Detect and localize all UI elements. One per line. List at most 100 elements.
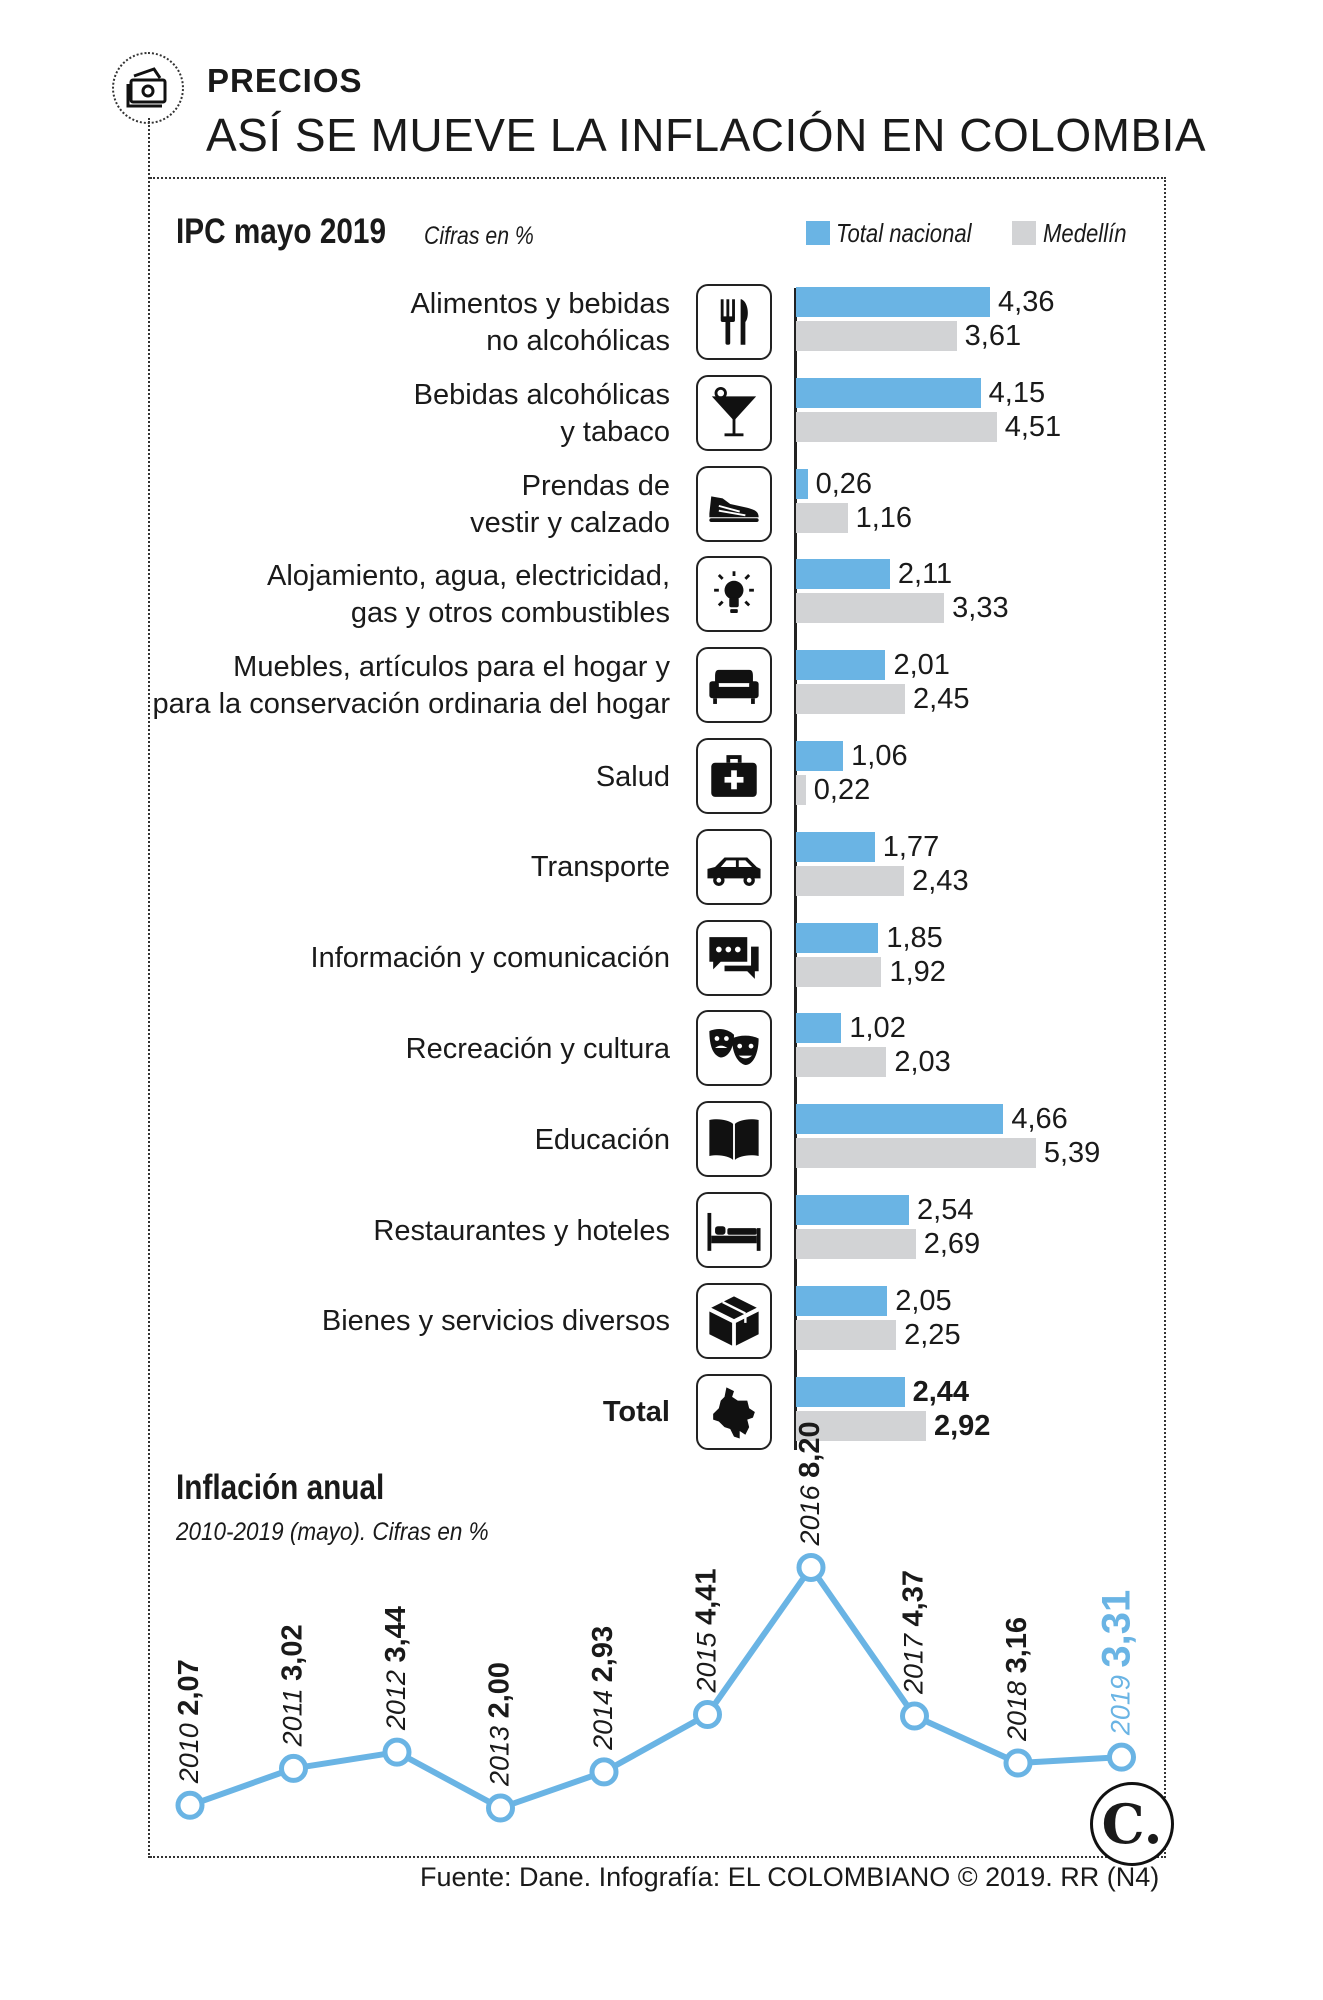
data-point bbox=[589, 1757, 619, 1787]
year-label: 2016 bbox=[795, 1484, 825, 1546]
data-point bbox=[796, 1552, 826, 1582]
fork-knife-icon bbox=[696, 284, 772, 360]
value-label-total-nacional: 2,11 bbox=[897, 558, 953, 591]
legend-swatch-total-nacional bbox=[806, 221, 830, 245]
year-label: 2017 bbox=[899, 1633, 929, 1695]
value-label-total-nacional: 2,54 bbox=[917, 1194, 974, 1226]
category-label: Bienes y servicios diversos bbox=[321, 1305, 670, 1338]
category-label: Alimentos y bebidas no alcohólicas bbox=[410, 288, 670, 357]
year-value-label: 2013 2,00 bbox=[484, 1662, 516, 1787]
inflation-value-label: 8,20 bbox=[794, 1421, 826, 1477]
bar-total-nacional bbox=[796, 1013, 842, 1044]
category-label: Total bbox=[602, 1396, 670, 1429]
data-point bbox=[693, 1699, 722, 1729]
bar-total-nacional bbox=[796, 1285, 888, 1316]
value-label-total-nacional: 2,44 bbox=[912, 1375, 970, 1408]
category-label: Salud bbox=[595, 760, 670, 793]
bar-total-nacional bbox=[796, 377, 981, 408]
bar-chart-subtitle: Cifras en % bbox=[424, 222, 534, 250]
value-label-total-nacional: 2,01 bbox=[893, 649, 950, 682]
year-value-label: 2018 3,16 bbox=[1001, 1617, 1033, 1742]
el-colombiano-logo: C. bbox=[1090, 1782, 1174, 1866]
category-label: Información y comunicación bbox=[310, 942, 670, 975]
bar-medellin bbox=[796, 593, 945, 624]
inflation-value-label: 4,37 bbox=[898, 1570, 930, 1626]
value-label-medellin: 3,33 bbox=[952, 592, 1009, 625]
bar-medellin bbox=[796, 1138, 1036, 1169]
value-label-medellin: 2,92 bbox=[933, 1409, 991, 1442]
value-label-medellin: 2,25 bbox=[904, 1318, 961, 1351]
bar-medellin bbox=[796, 1319, 897, 1350]
year-value-label: 2017 4,37 bbox=[898, 1570, 930, 1695]
bar-medellin bbox=[796, 321, 957, 351]
chat-bubbles-icon bbox=[696, 919, 772, 996]
bar-medellin bbox=[796, 865, 905, 896]
bar-chart-title: IPC mayo 2019 bbox=[176, 212, 387, 251]
category-label: Transporte bbox=[530, 851, 670, 884]
bar-total-nacional bbox=[796, 468, 808, 499]
year-label: 2010 bbox=[174, 1723, 204, 1784]
bar-medellin bbox=[796, 502, 848, 533]
inflation-value-label: 3,31 bbox=[1095, 1590, 1139, 1668]
page-title: ASÍ SE MUEVE LA INFLACIÓN EN COLOMBIA bbox=[206, 109, 1207, 161]
car-icon bbox=[696, 828, 772, 905]
category-label: Alojamiento, agua, electricidad, gas y o… bbox=[266, 560, 670, 630]
inflation-value-label: 2,07 bbox=[173, 1659, 205, 1715]
data-point bbox=[486, 1793, 515, 1823]
year-label: 2015 bbox=[692, 1631, 722, 1693]
source-credit: Fuente: Dane. Infografía: EL COLOMBIANO … bbox=[420, 1862, 1160, 1892]
bar-medellin bbox=[796, 1229, 916, 1259]
bar-total-nacional bbox=[796, 650, 886, 681]
value-label-medellin: 1,16 bbox=[855, 501, 913, 534]
value-label-total-nacional: 1,77 bbox=[882, 830, 940, 863]
value-label-total-nacional: 4,15 bbox=[988, 376, 1046, 409]
frame-border-left bbox=[148, 118, 150, 1858]
frame-border-bottom bbox=[150, 1856, 1166, 1858]
bar-total-nacional bbox=[796, 831, 875, 862]
value-label-medellin: 2,43 bbox=[912, 864, 969, 897]
line-chart-subtitle: 2010-2019 (mayo). Cifras en % bbox=[176, 1518, 489, 1546]
colombia-map-icon bbox=[696, 1373, 772, 1450]
value-label-medellin: 5,39 bbox=[1043, 1137, 1101, 1170]
year-label: 2014 bbox=[588, 1690, 618, 1751]
year-value-label: 2019 3,31 bbox=[1095, 1590, 1139, 1736]
bar-medellin bbox=[796, 411, 997, 442]
value-label-medellin: 1,92 bbox=[889, 955, 946, 988]
medical-kit-icon bbox=[696, 738, 772, 814]
year-label: 2011 bbox=[278, 1688, 308, 1747]
value-label-total-nacional: 1,06 bbox=[851, 740, 908, 772]
category-label: Recreación y cultura bbox=[405, 1032, 670, 1065]
category-label: Prendas de vestir y calzado bbox=[470, 469, 670, 539]
category-label: Muebles, artículos para el hogar y para … bbox=[152, 651, 670, 721]
year-label: 2019 bbox=[1106, 1675, 1136, 1736]
cocktail-icon bbox=[696, 374, 772, 451]
year-value-label: 2011 3,02 bbox=[277, 1624, 309, 1747]
armchair-icon bbox=[696, 647, 772, 724]
inflation-value-label: 3,02 bbox=[277, 1624, 309, 1680]
year-value-label: 2010 2,07 bbox=[173, 1659, 205, 1784]
box-icon bbox=[696, 1282, 772, 1359]
bar-total-nacional bbox=[796, 287, 991, 317]
section-label: PRECIOS bbox=[207, 62, 363, 99]
category-label: Educación bbox=[534, 1123, 670, 1156]
frame-border-top bbox=[150, 177, 1166, 179]
year-value-label: 2015 4,41 bbox=[691, 1568, 723, 1693]
bar-total-nacional bbox=[796, 741, 844, 771]
inflation-value-label: 2,00 bbox=[484, 1662, 516, 1718]
inflation-value-label: 2,93 bbox=[587, 1626, 619, 1682]
data-point bbox=[175, 1790, 205, 1820]
bar-total-nacional bbox=[796, 1104, 1004, 1135]
category-label: Bebidas alcohólicas y tabaco bbox=[413, 378, 670, 448]
money-icon bbox=[112, 52, 184, 124]
bar-medellin bbox=[796, 1410, 926, 1441]
bar-total-nacional bbox=[796, 922, 879, 953]
legend-label-total-nacional: Total nacional bbox=[836, 218, 972, 248]
value-label-medellin: 2,45 bbox=[913, 683, 970, 716]
bar-total-nacional bbox=[796, 1195, 910, 1225]
inflation-value-label: 3,44 bbox=[380, 1606, 412, 1662]
data-point bbox=[900, 1701, 929, 1731]
year-label: 2013 bbox=[485, 1726, 515, 1787]
data-point bbox=[279, 1753, 308, 1783]
bar-medellin bbox=[796, 775, 806, 805]
